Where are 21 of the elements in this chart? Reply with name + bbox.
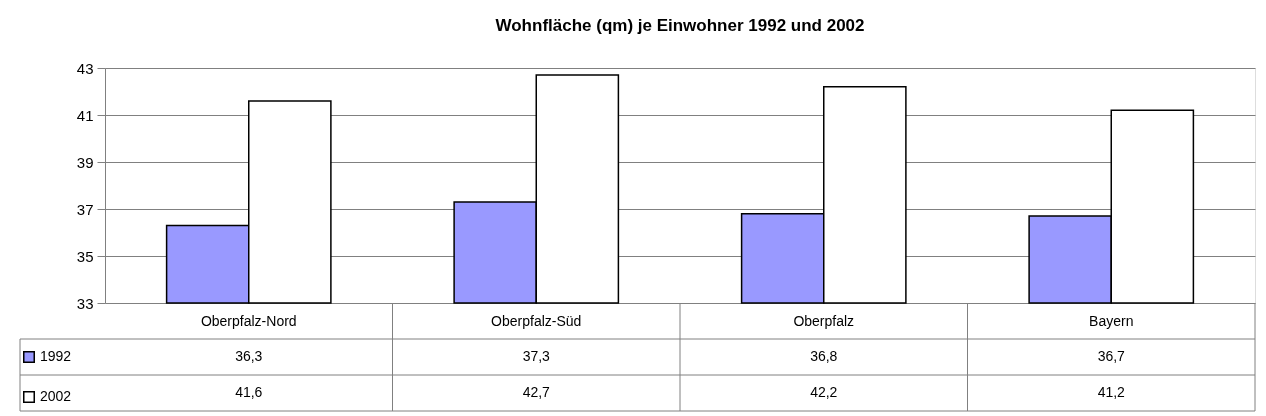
- legend-label: 2002: [40, 388, 72, 404]
- data-label: 42,2: [810, 384, 838, 400]
- data-label: 42,7: [522, 384, 551, 400]
- y-tick-label: 43: [76, 59, 94, 77]
- x-tick-label: Oberpfalz-Nord: [200, 312, 297, 329]
- x-tick-label: Oberpfalz: [793, 312, 855, 329]
- data-label: 41,2: [1097, 384, 1126, 400]
- data-label: 36,8: [810, 348, 838, 364]
- y-tick-label: 37: [76, 200, 94, 218]
- chart-title: Wohnfläche (qm) je Einwohner 1992 und 2002: [495, 16, 865, 35]
- x-tick-label: Oberpfalz-Süd: [491, 312, 582, 329]
- data-label: 36,7: [1097, 348, 1126, 364]
- y-tick-label: 39: [76, 153, 94, 171]
- y-tick-label: 35: [76, 247, 94, 265]
- legend-label: 1992: [40, 348, 72, 364]
- data-label: 41,6: [235, 384, 263, 400]
- y-tick-label: 33: [76, 294, 94, 312]
- data-label: 37,3: [522, 348, 551, 364]
- y-tick-label: 41: [76, 106, 94, 124]
- x-tick-label: Bayern: [1089, 312, 1134, 329]
- data-label: 36,3: [235, 348, 263, 364]
